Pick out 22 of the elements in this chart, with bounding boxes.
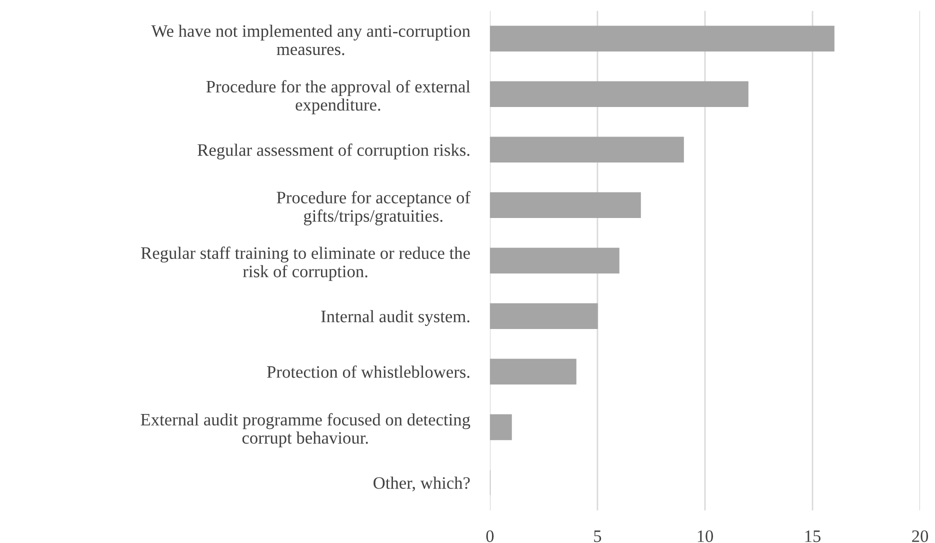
x-tick-label: 5 xyxy=(594,530,602,542)
x-tick-label: 20 xyxy=(912,530,928,542)
bar xyxy=(490,358,576,385)
y-tick-label: Regular assessment of corruption risks. xyxy=(198,144,470,160)
x-tick-label: 0 xyxy=(486,530,494,542)
bar xyxy=(490,192,641,218)
y-tick-label: External audit programme focused on detecting corrupt behaviour. xyxy=(140,413,470,448)
x-tick-label: 15 xyxy=(805,530,821,542)
bar xyxy=(490,136,684,163)
x-tick-label: 10 xyxy=(698,530,714,542)
y-tick-label: Internal audit system. xyxy=(321,310,470,326)
bar xyxy=(490,248,620,274)
y-tick-label: Procedure for the approval of external expenditure. xyxy=(206,80,470,114)
bar xyxy=(490,81,748,108)
y-tick-label: Other, which? xyxy=(374,476,470,492)
y-tick-label: Protection of whistleblowers. xyxy=(267,365,470,378)
y-tick-label: Regular staff training to eliminate or reduce the risk of corruption. xyxy=(141,246,470,281)
bar xyxy=(490,414,512,440)
y-tick-label: We have not implemented any anti-corruption measures. xyxy=(151,24,470,56)
bar xyxy=(490,26,834,52)
bar xyxy=(490,303,598,330)
y-tick-label: Procedure for acceptance of gifts/trips/gratuities. xyxy=(276,191,470,226)
